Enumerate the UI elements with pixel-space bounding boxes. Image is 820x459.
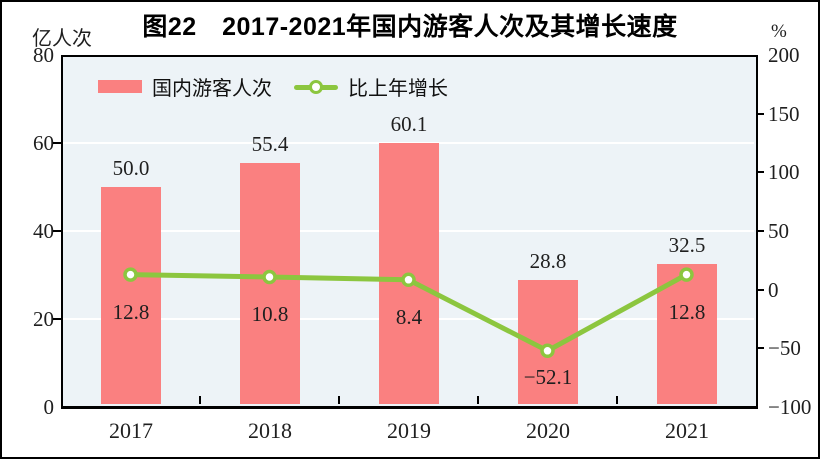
right-axis-tick-label: 150 bbox=[768, 102, 800, 126]
line-value-label: 10.8 bbox=[251, 302, 289, 326]
left-axis-tick-label: 60 bbox=[33, 131, 54, 155]
bar-value-label: 32.5 bbox=[668, 233, 706, 257]
legend-bar-swatch-icon bbox=[98, 80, 142, 93]
right-axis-tick-label: 0 bbox=[768, 278, 779, 302]
left-axis-tick bbox=[53, 142, 61, 144]
right-axis-tick bbox=[756, 171, 764, 173]
bar-value-label: 55.4 bbox=[251, 132, 289, 156]
legend-line-dot bbox=[309, 79, 323, 94]
x-axis-boundary-tick bbox=[477, 396, 479, 404]
x-axis-category-label: 2021 bbox=[665, 418, 709, 443]
domestic-tourists-bar bbox=[379, 143, 439, 404]
right-axis-tick-label: −50 bbox=[768, 336, 801, 360]
bar-value-label: 28.8 bbox=[529, 249, 567, 273]
left-axis-tick bbox=[53, 318, 61, 320]
chart-title: 图22 2017-2021年国内游客人次及其增长速度 bbox=[142, 13, 678, 41]
line-value-label: 12.8 bbox=[668, 300, 706, 324]
line-value-label: −52.1 bbox=[523, 365, 573, 389]
legend-line-label: 比上年增长 bbox=[348, 78, 448, 100]
domestic-tourists-bar bbox=[240, 163, 300, 404]
right-axis-tick-label: 100 bbox=[768, 160, 800, 184]
left-axis-tick-label: 40 bbox=[33, 219, 54, 243]
legend-bar-label: 国内游客人次 bbox=[152, 78, 272, 100]
domestic-tourists-bar bbox=[657, 264, 717, 404]
left-axis-tick-label: 0 bbox=[43, 395, 55, 419]
right-axis-tick bbox=[756, 113, 764, 115]
line-value-label: 8.4 bbox=[395, 305, 423, 329]
right-axis-tick-label: 50 bbox=[768, 219, 789, 243]
right-axis-tick bbox=[756, 289, 764, 291]
legend: 国内游客人次 比上年增长 bbox=[98, 72, 448, 101]
right-axis-tick-label: −100 bbox=[768, 395, 812, 419]
x-axis-boundary-tick bbox=[199, 396, 201, 404]
right-axis-tick bbox=[756, 347, 764, 349]
left-axis-tick-label: 80 bbox=[33, 43, 54, 67]
x-axis-category-label: 2020 bbox=[526, 418, 570, 443]
line-value-label: 12.8 bbox=[112, 300, 150, 324]
right-axis-tick bbox=[756, 230, 764, 232]
legend-line-marker-icon bbox=[294, 79, 338, 94]
bar-value-label: 60.1 bbox=[390, 112, 428, 136]
left-axis-tick bbox=[53, 230, 61, 232]
left-axis-tick-label: 20 bbox=[33, 307, 54, 331]
x-axis-boundary-tick bbox=[338, 396, 340, 404]
domestic-tourists-bar bbox=[101, 187, 161, 404]
right-axis-unit-label: % bbox=[771, 21, 787, 42]
right-axis-tick-label: 200 bbox=[768, 43, 800, 67]
left-axis-unit-label: 亿人次 bbox=[32, 28, 92, 50]
bar-value-label: 50.0 bbox=[112, 156, 150, 180]
x-axis-boundary-tick bbox=[616, 396, 618, 404]
x-axis-category-label: 2019 bbox=[387, 418, 431, 443]
x-axis-category-label: 2018 bbox=[248, 418, 292, 443]
x-axis-category-label: 2017 bbox=[109, 418, 153, 443]
